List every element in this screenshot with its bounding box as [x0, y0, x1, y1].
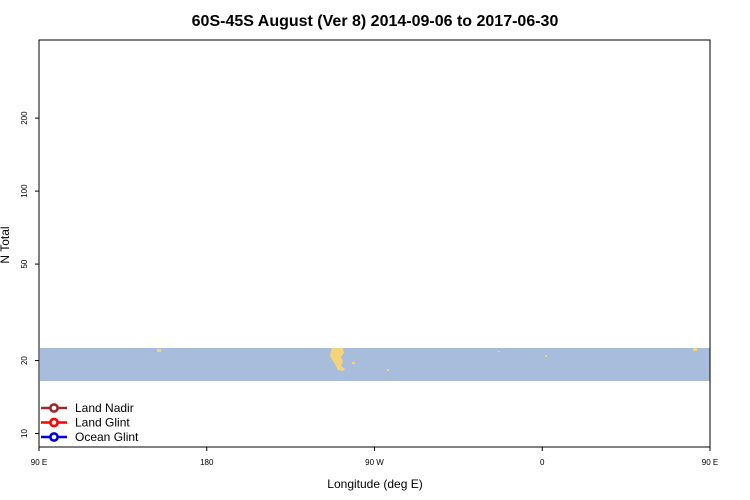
y-axis-label: N Total: [0, 226, 12, 263]
land-fragment: [693, 348, 697, 351]
land-fragment: [387, 369, 389, 371]
x-tick-label: 0: [540, 458, 545, 467]
plot-area: 90 E 180 90 W 0 90 E 10 20 50 100 200: [20, 39, 718, 467]
legend-marker: [49, 403, 59, 413]
land-fragment: [157, 349, 161, 352]
legend-label: Land Nadir: [75, 401, 134, 415]
x-tick-label: 90 W: [365, 458, 384, 467]
y-tick-label: 20: [20, 356, 29, 365]
y-tick-label: 200: [20, 111, 29, 125]
y-tick-label: 100: [20, 184, 29, 198]
legend-marker: [49, 432, 59, 442]
x-tick-label: 90 E: [702, 458, 718, 467]
land-fragment: [352, 362, 355, 364]
legend-marker: [49, 417, 59, 428]
plot-frame: [38, 39, 711, 448]
x-tick-label: 90 E: [31, 458, 47, 467]
x-axis-label: Longitude (deg E): [327, 477, 422, 491]
y-tick-label: 10: [20, 429, 29, 438]
latitude-band: [40, 348, 710, 381]
y-tick-label: 50: [20, 259, 29, 268]
legend-label: Land Glint: [75, 416, 130, 430]
legend-label: Ocean Glint: [75, 430, 139, 444]
land-fragment: [498, 351, 500, 352]
x-tick-label: 180: [200, 458, 214, 467]
land-patagonia: [330, 348, 345, 371]
chart-title: 60S-45S August (Ver 8) 2014-09-06 to 201…: [192, 13, 559, 30]
land-fragment: [545, 355, 547, 357]
